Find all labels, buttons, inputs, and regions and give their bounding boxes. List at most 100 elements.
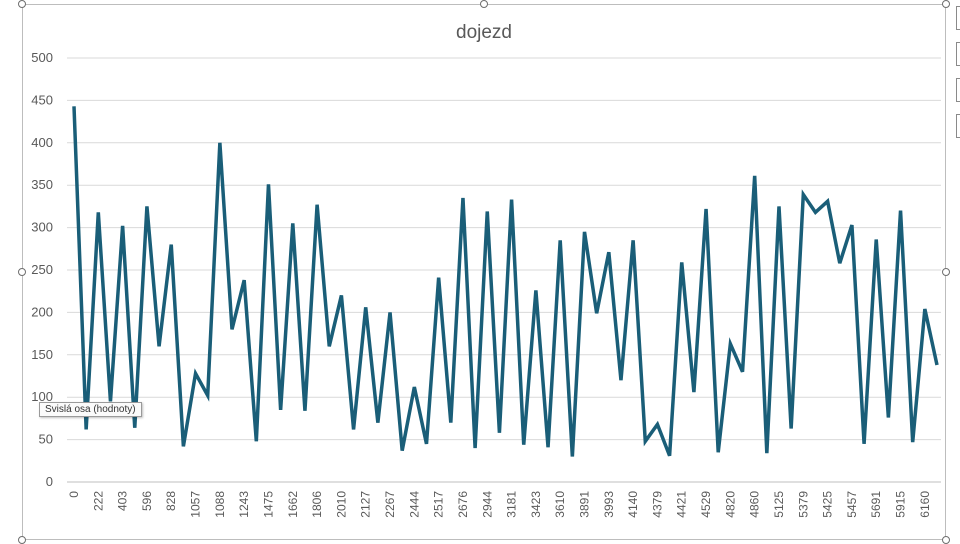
data-point[interactable] [497,431,501,435]
data-point[interactable] [631,238,635,242]
data-point[interactable] [583,230,587,234]
data-point[interactable] [242,278,246,282]
resize-handle-middle-left[interactable] [18,268,26,276]
x-tick-label: 1662 [286,491,300,518]
data-point[interactable] [558,238,562,242]
data-point[interactable] [339,293,343,297]
data-point[interactable] [874,237,878,241]
x-tick-label: 403 [116,491,130,511]
data-point[interactable] [72,104,76,108]
chart-styles-button[interactable] [956,42,960,66]
data-point[interactable] [607,250,611,254]
resize-handle-bottom-left[interactable] [18,536,26,544]
data-point[interactable] [838,261,842,265]
data-point[interactable] [315,203,319,207]
data-point[interactable] [473,446,477,450]
data-point[interactable] [911,440,915,444]
x-tick-label: 3610 [553,491,567,518]
x-tick-label: 1243 [237,491,251,518]
x-tick-label: 6160 [918,491,932,518]
data-point[interactable] [668,454,672,458]
chart-elements-button[interactable] [956,6,960,30]
data-point[interactable] [704,207,708,211]
data-point[interactable] [461,196,465,200]
data-point[interactable] [716,450,720,454]
data-point[interactable] [619,378,623,382]
data-point[interactable] [364,305,368,309]
x-tick-label: 596 [140,491,154,511]
data-point[interactable] [133,426,137,430]
data-point[interactable] [595,311,599,315]
data-point[interactable] [923,307,927,311]
data-point[interactable] [181,444,185,448]
chart-area[interactable]: dojezd 0 50 100 150 200 250 300 350 400 450 500 0 2… [22,4,946,540]
data-point[interactable] [886,416,890,420]
data-point[interactable] [570,455,574,459]
data-point[interactable] [813,210,817,214]
data-point[interactable] [206,394,210,398]
data-point[interactable] [96,210,100,214]
data-point[interactable] [850,223,854,227]
data-point[interactable] [692,390,696,394]
data-point[interactable] [680,260,684,264]
data-point[interactable] [412,385,416,389]
data-point[interactable] [449,421,453,425]
data-point[interactable] [266,182,270,186]
resize-handle-middle-right[interactable] [942,268,950,276]
x-tick-label: 2517 [432,491,446,518]
x-tick-label: 5379 [796,491,810,518]
data-point[interactable] [291,221,295,225]
data-point[interactable] [510,198,514,202]
resize-handle-top-center[interactable] [480,0,488,8]
data-point[interactable] [899,209,903,213]
data-point[interactable] [376,421,380,425]
chart-filters-button[interactable] [956,78,960,102]
data-point[interactable] [279,408,283,412]
data-point[interactable] [327,344,331,348]
data-point[interactable] [655,422,659,426]
x-tick-label: 3181 [505,491,519,518]
data-point[interactable] [352,427,356,431]
data-point[interactable] [826,199,830,203]
data-point[interactable] [546,445,550,449]
data-point[interactable] [400,449,404,453]
data-point[interactable] [194,371,198,375]
data-point[interactable] [801,193,805,197]
data-point[interactable] [741,370,745,374]
y-tick-label: 350 [31,177,53,192]
data-point[interactable] [84,427,88,431]
data-point[interactable] [765,451,769,455]
series-line[interactable] [72,106,939,457]
data-point[interactable] [862,442,866,446]
data-point[interactable] [534,288,538,292]
data-point[interactable] [522,443,526,447]
data-point[interactable] [789,427,793,431]
data-point[interactable] [424,442,428,446]
data-point[interactable] [753,174,757,178]
data-point[interactable] [728,342,732,346]
data-point[interactable] [121,224,125,228]
y-tick-label: 250 [31,262,53,277]
data-point[interactable] [388,310,392,314]
data-point[interactable] [254,439,258,443]
data-point[interactable] [485,209,489,213]
x-tick-label: 2127 [359,491,373,518]
data-point[interactable] [218,141,222,145]
data-point[interactable] [145,204,149,208]
data-point[interactable] [303,409,307,413]
resize-handle-top-right[interactable] [942,0,950,8]
data-point[interactable] [157,344,161,348]
y-tick-label: 50 [39,432,53,447]
data-point[interactable] [777,204,781,208]
x-tick-label: 3993 [602,491,616,518]
y-tick-label: 100 [31,389,53,404]
resize-handle-bottom-right[interactable] [942,536,950,544]
data-point[interactable] [437,276,441,280]
data-point[interactable] [230,327,234,331]
resize-handle-top-left[interactable] [18,0,26,8]
data-point[interactable] [169,243,173,247]
data-point[interactable] [935,363,939,367]
data-point[interactable] [643,439,647,443]
chart-options-button[interactable] [956,114,960,138]
chart-title[interactable]: dojezd [456,22,512,43]
